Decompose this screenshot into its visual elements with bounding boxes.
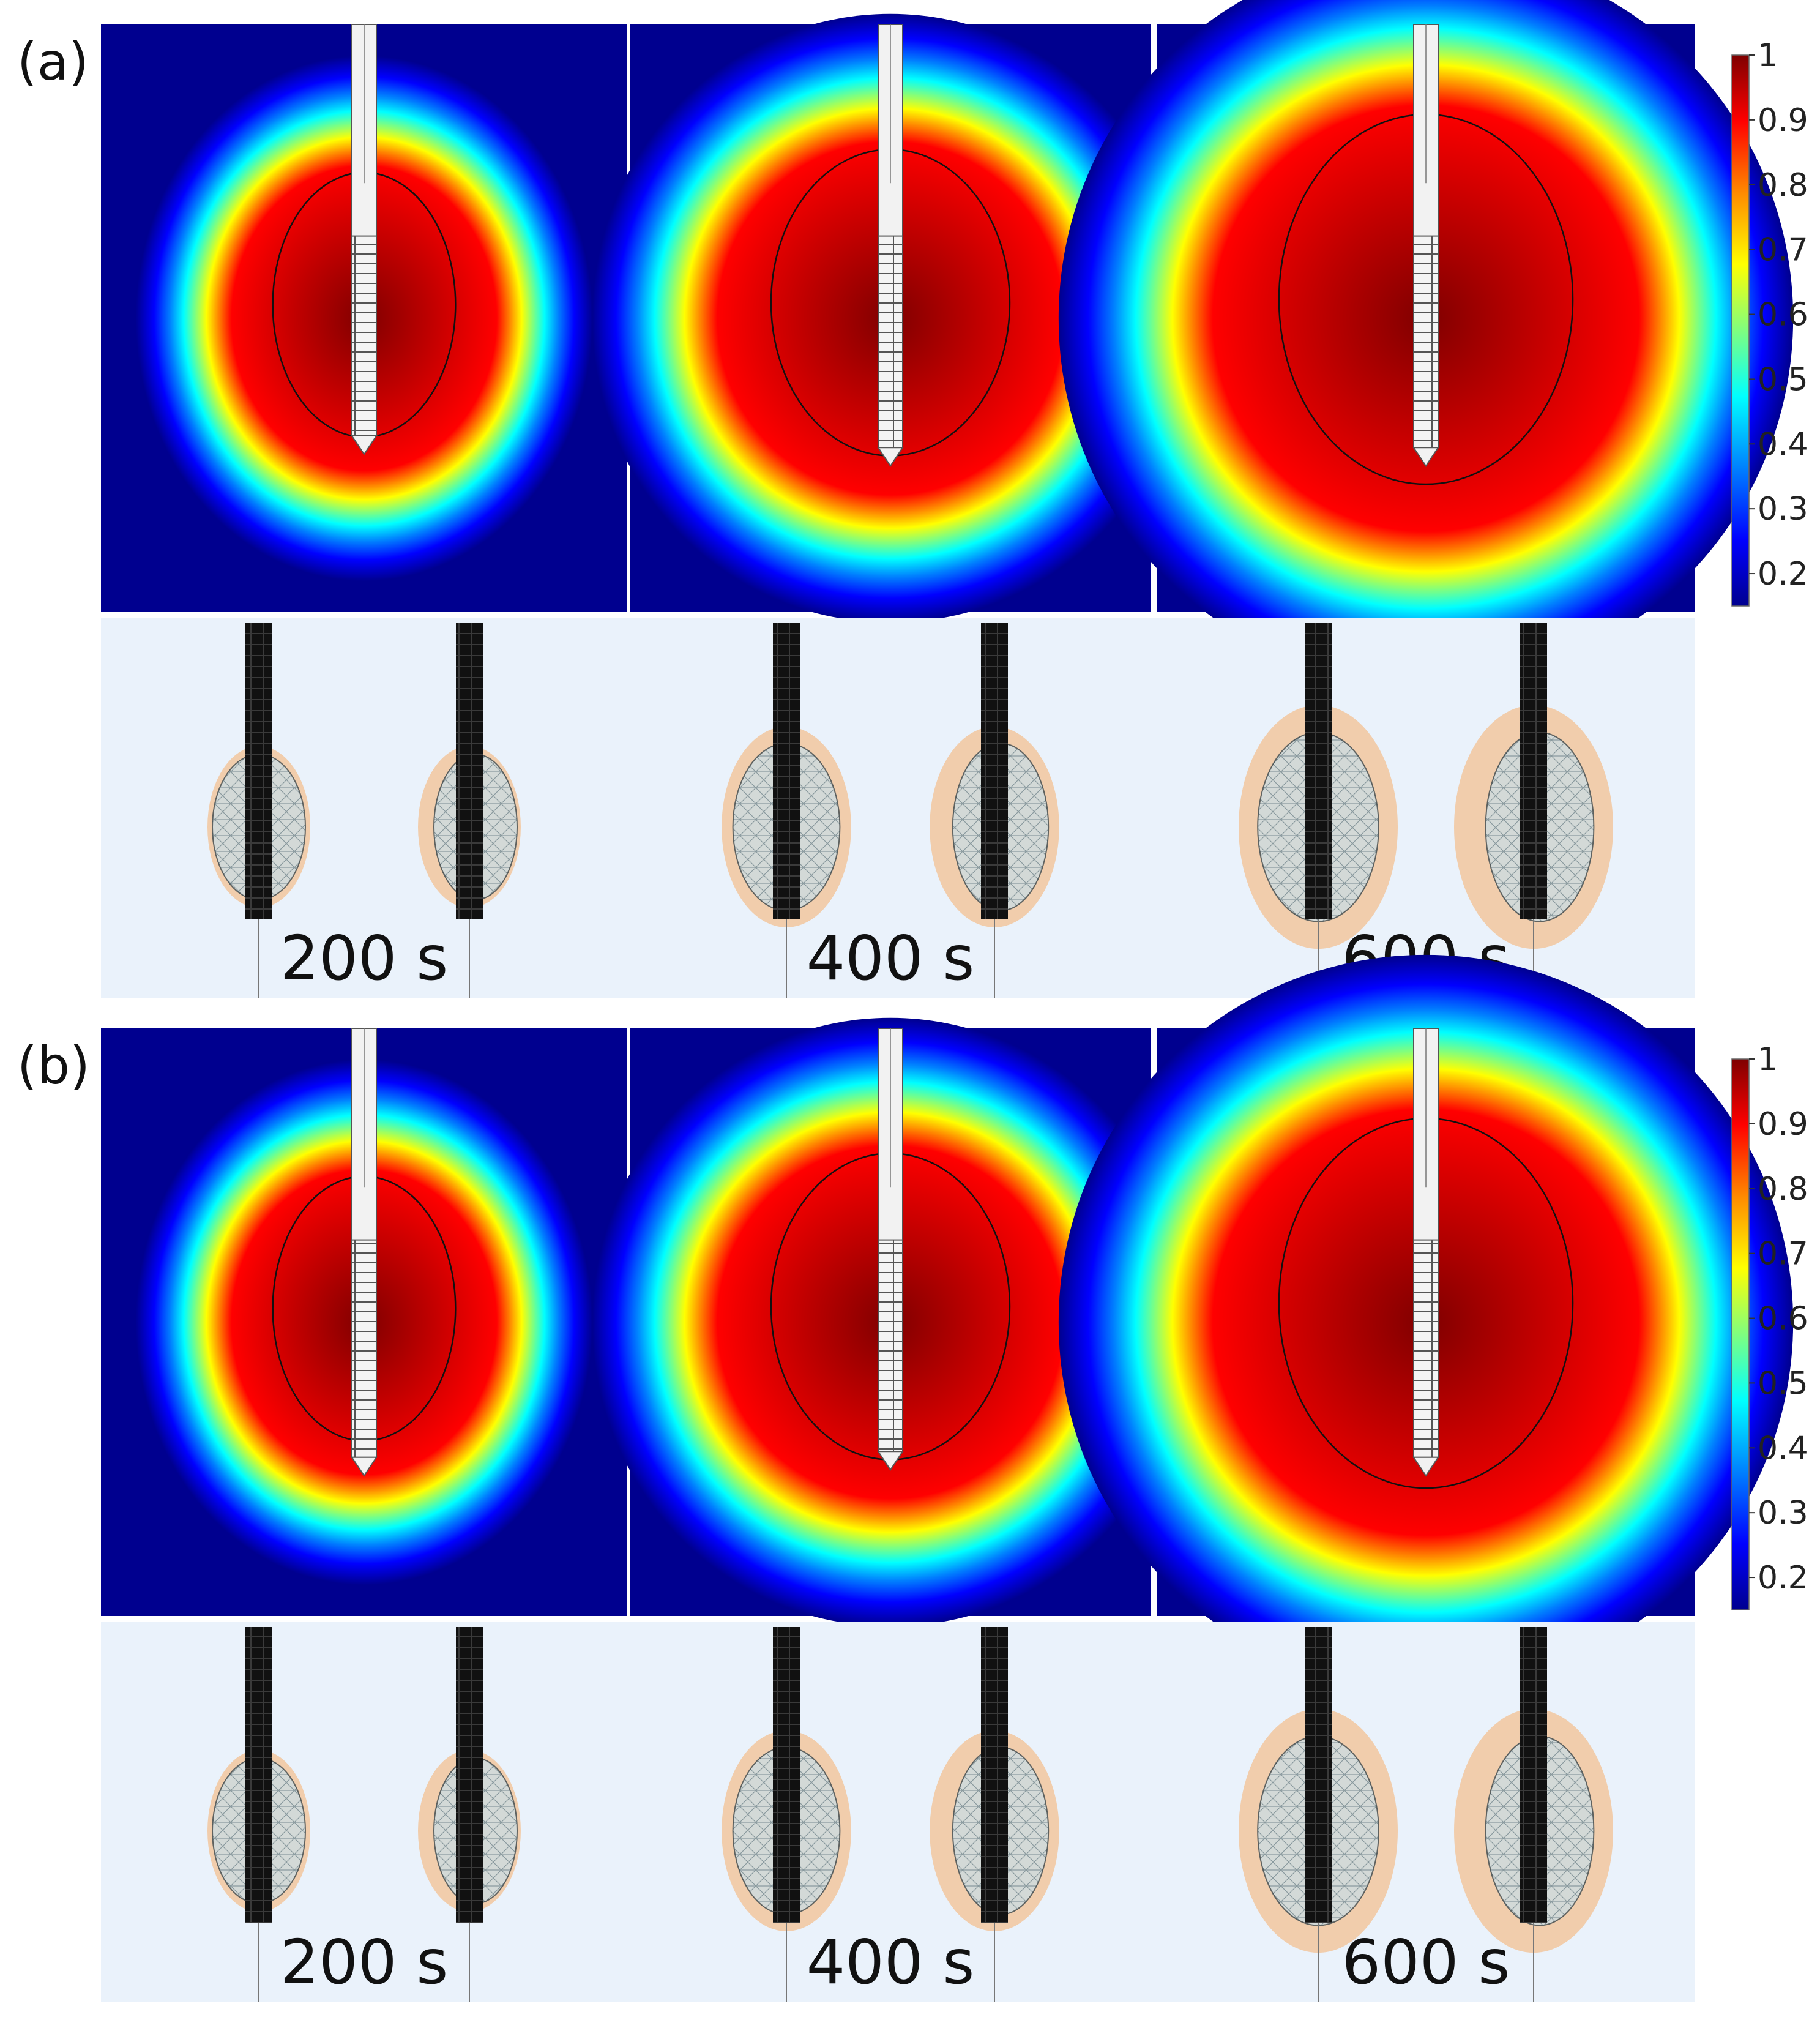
needle [877,1028,904,1472]
colorbar-tick: 0.6 [1758,297,1808,334]
needle [1412,1028,1439,1477]
colorbar-tick: 0.4 [1758,426,1808,463]
needle [351,24,378,455]
needle-3d [1520,623,1547,919]
colorbar-tick: 0.8 [1758,1171,1808,1208]
needle-3d [456,1627,483,1923]
heatmap-200s [101,1028,627,1616]
needle-3d [245,1627,272,1923]
render-strip: 200 s 400 s 600 s [101,1622,1695,2002]
time-label: 600 s [1342,1926,1510,1998]
colorbar-tick: 0.4 [1758,1430,1808,1467]
needle-3d [245,623,272,919]
colorbar-tick: 0.3 [1758,491,1808,528]
needle-3d [773,1627,800,1923]
colorbar-tick: 0.5 [1758,1365,1808,1402]
needle-3d [981,1627,1008,1923]
needle-3d [981,623,1008,919]
colorbar: 1 0.9 0.8 0.7 0.6 0.5 0.4 0.3 0.2 [1731,37,1808,607]
time-label: 400 s [807,922,975,994]
panel-b: (b) 1 0.9 0.8 0.7 0.6 0.5 0.4 0.3 0.2 200 s 400 s 60… [17,954,1808,2002]
colorbar-tick: 0.6 [1758,1301,1808,1337]
colorbar-tick: 0.7 [1758,232,1808,269]
colorbar-tick: 1 [1758,1041,1778,1078]
colorbar-tick: 0.5 [1758,361,1808,398]
time-label: 400 s [807,1926,975,1998]
render-400s: 400 s [722,623,1059,998]
render-600s: 600 s [1239,1627,1613,2002]
colorbar-tick: 0.2 [1758,556,1808,593]
time-label: 200 s [280,1926,449,1998]
heatmap-200s [101,24,627,612]
colorbar-tick: 0.3 [1758,1495,1808,1532]
needle-3d [456,623,483,919]
needle-3d [773,623,800,919]
heatmap-600s [1059,0,1793,686]
colorbar-tick: 0.8 [1758,167,1808,204]
colorbar-tick: 0.2 [1758,1560,1808,1596]
colorbar-tick: 0.7 [1758,1236,1808,1273]
needle-3d [1520,1627,1547,1923]
colorbar-tick: 0.9 [1758,102,1808,139]
needle [351,1028,378,1477]
panel-label: (a) [17,32,89,92]
needle [1412,24,1439,468]
render-200s: 200 s [207,623,521,998]
colorbar: 1 0.9 0.8 0.7 0.6 0.5 0.4 0.3 0.2 [1731,1041,1808,1610]
heatmap-600s [1058,954,1794,1690]
time-label: 200 s [280,922,449,994]
panel-label: (b) [17,1036,90,1096]
render-200s: 200 s [207,1627,521,2002]
colorbar-tick: 0.9 [1758,1106,1808,1143]
render-400s: 400 s [722,1627,1059,2002]
needle-3d [1305,623,1332,919]
needle-3d [1305,1627,1332,1923]
colorbar-tick: 1 [1758,37,1778,74]
needle [877,24,904,468]
